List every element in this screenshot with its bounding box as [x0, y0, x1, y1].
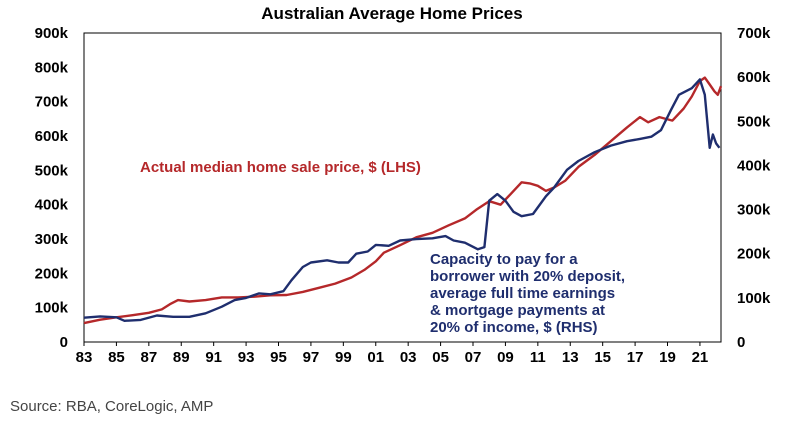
left-tick-label: 0	[60, 334, 68, 351]
left-tick-label: 700k	[35, 94, 69, 111]
x-tick-label: 11	[530, 349, 546, 366]
annotation-line-2: borrower with 20% deposit,	[430, 268, 625, 285]
right-tick-label: 600k	[737, 69, 771, 86]
x-tick-label: 09	[497, 349, 514, 366]
annotation-median-price: Actual median home sale price, $ (LHS)	[140, 159, 421, 176]
annotation-line-5: 20% of income, $ (RHS)	[430, 319, 598, 336]
x-tick-label: 97	[303, 349, 320, 366]
left-tick-label: 900k	[35, 25, 69, 42]
right-tick-label: 100k	[737, 290, 771, 307]
x-tick-label: 99	[335, 349, 352, 366]
source-note: Source: RBA, CoreLogic, AMP	[10, 398, 214, 415]
left-tick-label: 200k	[35, 265, 69, 282]
x-tick-label: 91	[205, 349, 222, 366]
left-axis-ticks: 0 100k 200k 300k 400k 500k 600k 700k 800k 900k	[35, 25, 69, 351]
plot-frame	[83, 32, 722, 343]
left-tick-label: 400k	[35, 197, 69, 214]
annotation-capacity-to-pay: Capacity to pay for a borrower with 20% …	[430, 251, 629, 336]
left-tick-label: 500k	[35, 162, 69, 179]
x-tick-label: 95	[270, 349, 287, 366]
annotation-line-3: average full time earnings	[430, 285, 615, 302]
x-tick-label: 01	[367, 349, 384, 366]
x-tick-label: 19	[659, 349, 676, 366]
x-tick-label: 89	[173, 349, 190, 366]
right-tick-label: 700k	[737, 25, 771, 42]
x-tick-label: 07	[465, 349, 482, 366]
x-tick-label: 87	[140, 349, 157, 366]
right-tick-label: 0	[737, 334, 745, 351]
left-tick-label: 300k	[35, 231, 69, 248]
right-tick-label: 200k	[737, 246, 771, 263]
annotation-line-1: Capacity to pay for a	[430, 251, 578, 268]
chart-title: Australian Average Home Prices	[261, 4, 522, 23]
right-tick-label: 300k	[737, 202, 771, 219]
right-tick-label: 400k	[737, 157, 771, 174]
x-tick-label: 83	[76, 349, 93, 366]
series-median-price-line	[83, 76, 723, 325]
x-tick-label: 85	[108, 349, 125, 366]
left-tick-label: 800k	[35, 59, 69, 76]
annotation-line-4: & mortgage payments at	[430, 302, 605, 319]
right-axis-ticks: 0 100k 200k 300k 400k 500k 600k 700k	[737, 25, 771, 351]
x-tick-label: 17	[627, 349, 644, 366]
x-tick-label: 93	[238, 349, 255, 366]
series-capacity-to-pay-line	[83, 78, 721, 322]
left-tick-label: 600k	[35, 128, 69, 145]
x-tick-label: 05	[432, 349, 449, 366]
x-axis-ticks: 83 85 87 89 91 93 95 97 99 01 03 05 07 09 11 13 15 17 19 21	[76, 342, 709, 366]
x-tick-label: 13	[562, 349, 579, 366]
x-tick-label: 03	[400, 349, 417, 366]
left-tick-label: 100k	[35, 300, 69, 317]
right-tick-label: 500k	[737, 113, 771, 130]
x-tick-label: 15	[594, 349, 611, 366]
x-tick-label: 21	[692, 349, 709, 366]
